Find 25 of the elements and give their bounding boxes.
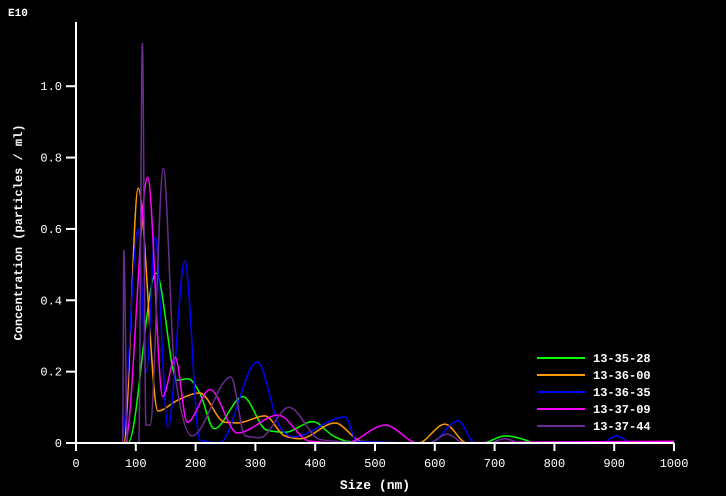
x-tick-label: 900 xyxy=(603,457,626,471)
x-tick-label: 0 xyxy=(72,457,80,471)
x-axis-title: Size (nm) xyxy=(340,478,410,493)
legend-label: 13-36-00 xyxy=(593,369,651,383)
y-axis-title: Concentration (particles / ml) xyxy=(12,124,26,341)
x-tick-label: 400 xyxy=(304,457,326,471)
y-tick-label: 0.4 xyxy=(40,294,62,308)
y-tick-label: 1.0 xyxy=(40,80,62,94)
y-tick-label: 0.6 xyxy=(40,222,62,237)
legend-label: 13-36-35 xyxy=(593,386,651,400)
y-tick-label: 0 xyxy=(54,437,62,451)
y-tick-label: 0.8 xyxy=(40,152,62,166)
x-tick-label: 300 xyxy=(244,457,266,471)
x-tick-label: 200 xyxy=(184,457,206,471)
x-tick-label: 700 xyxy=(484,457,506,471)
y-tick-label: 0.2 xyxy=(40,366,62,380)
x-tick-label: 600 xyxy=(424,457,446,471)
x-tick-label: 1000 xyxy=(660,457,688,471)
legend-label: 13-37-44 xyxy=(593,420,651,434)
legend-label: 13-35-28 xyxy=(593,352,651,366)
x-tick-label: 800 xyxy=(544,457,566,471)
text: E10 xyxy=(8,8,28,20)
x-tick-label: 500 xyxy=(364,457,386,471)
x-tick-label: 100 xyxy=(124,457,147,471)
legend-label: 13-37-09 xyxy=(593,403,651,417)
